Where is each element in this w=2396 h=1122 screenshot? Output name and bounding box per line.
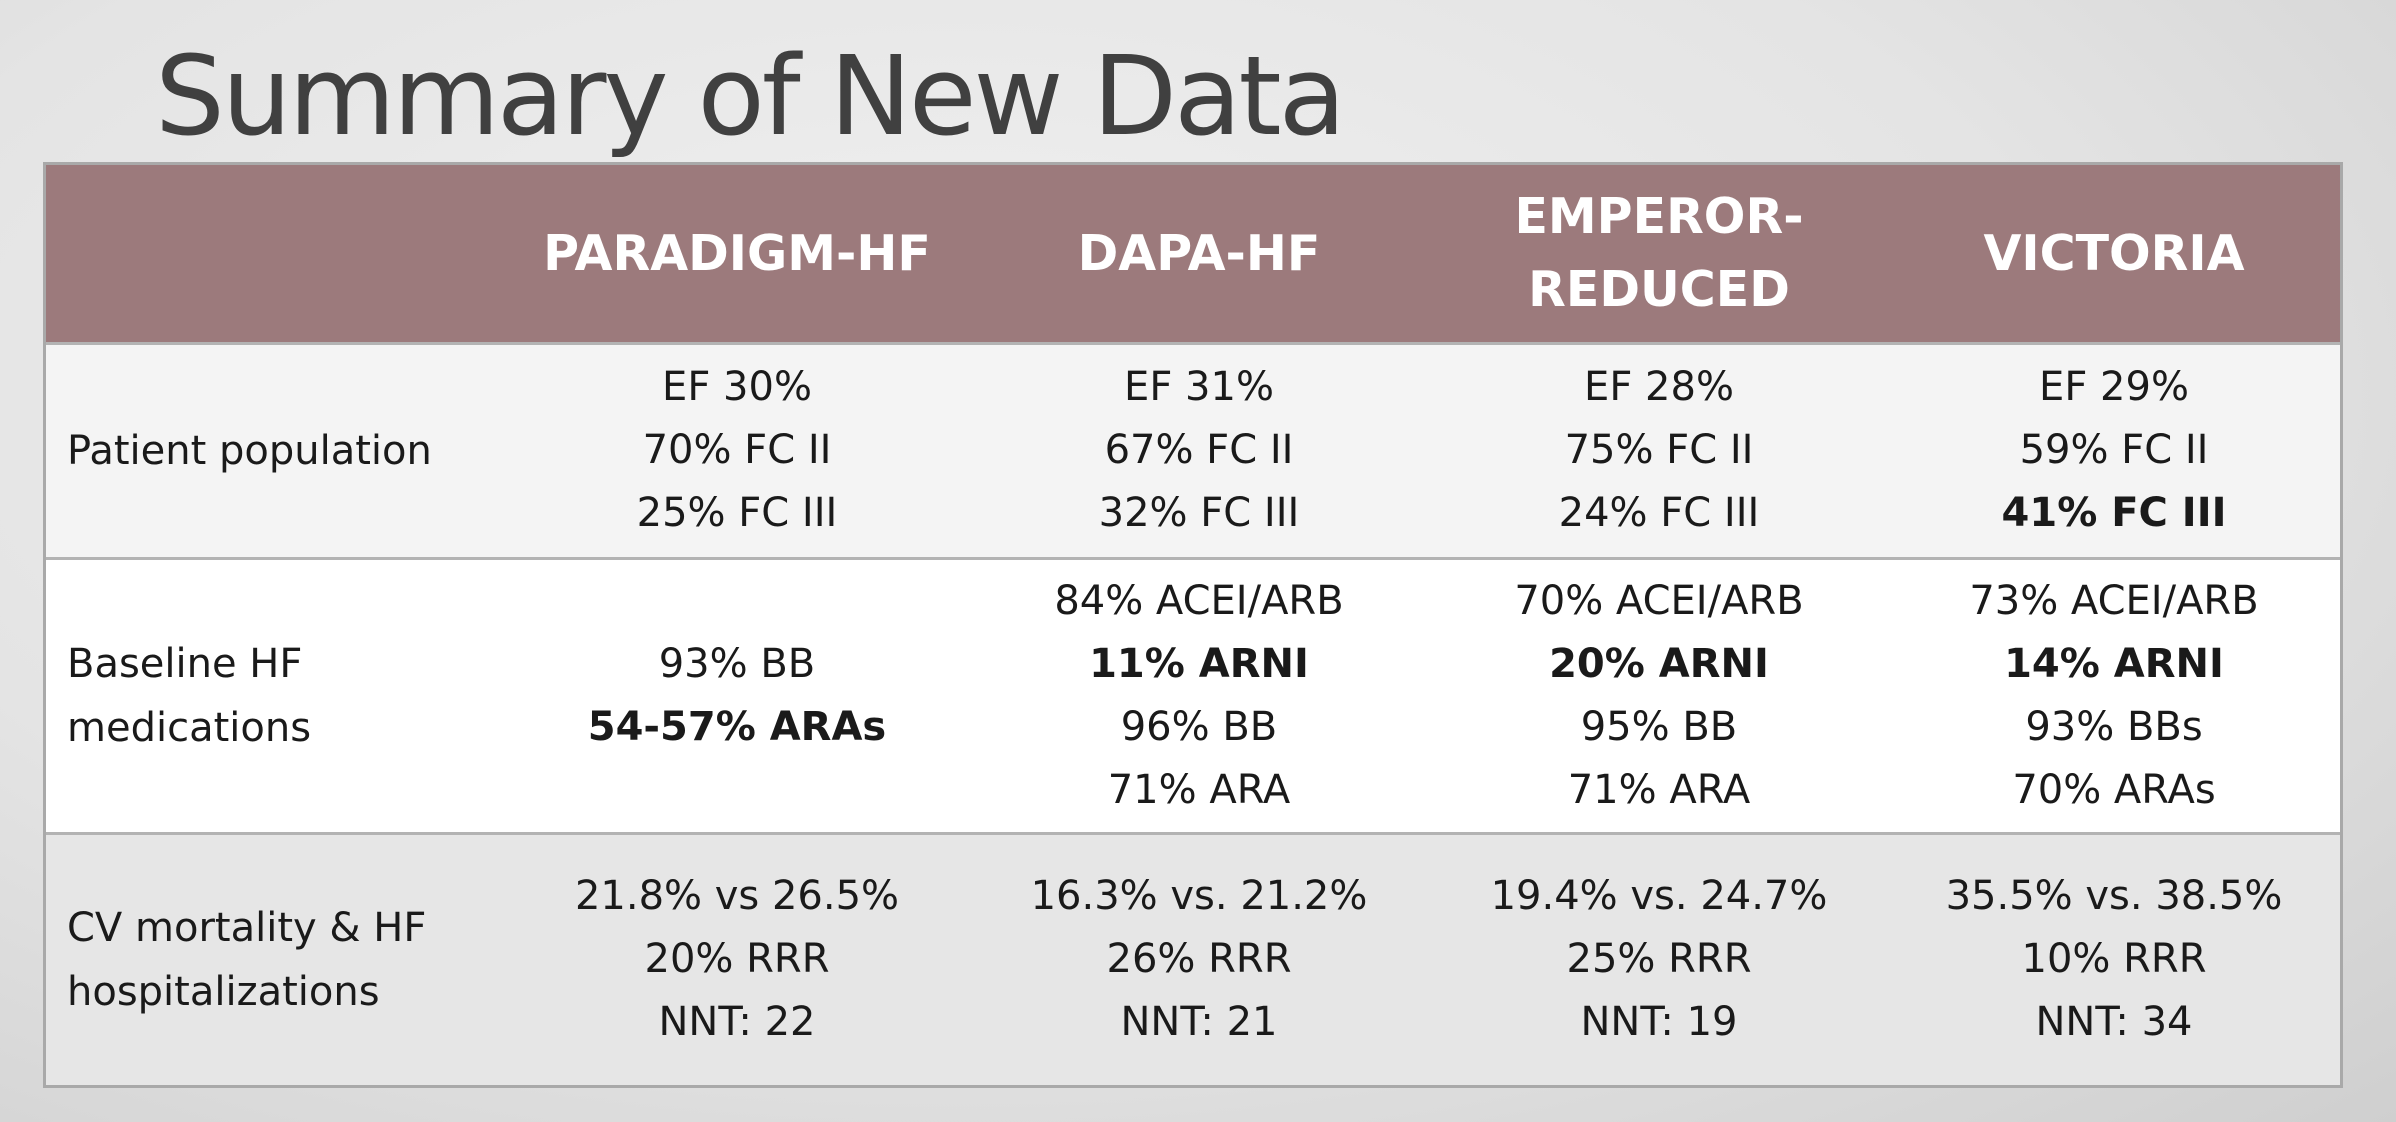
table-row-patient-population: Patient population EF 30% 70% FC II 25% … (46, 341, 2340, 558)
cell-line: 25% FC III (636, 490, 838, 536)
cell-line: EF 29% (2039, 364, 2189, 410)
slide-title: Summary of New Data (155, 32, 1346, 160)
cell-line: 84% ACEI/ARB (1054, 577, 1344, 624)
table-cell: 16.3% vs. 21.2% 26% RRR NNT: 21 (968, 831, 1430, 1085)
cell-line-bold: 20% ARNI (1549, 640, 1769, 687)
table-cell: EF 31% 67% FC II 32% FC III (968, 341, 1430, 558)
cell-line-bold: 14% ARNI (2004, 640, 2224, 687)
cell-line: 32% FC III (1098, 490, 1300, 536)
cell-line: EF 31% (1124, 364, 1274, 410)
cell-line: 16.3% vs. 21.2% (1030, 873, 1368, 920)
cell-line: 70% ARAs (2012, 766, 2216, 813)
cell-line: 20% RRR (644, 936, 830, 983)
cell-line: 26% RRR (1106, 936, 1292, 983)
header-emperor-reduced: EMPEROR- REDUCED (1514, 188, 1804, 319)
cell-line-bold: 11% ARNI (1089, 640, 1309, 687)
cell-line: 25% RRR (1566, 936, 1752, 983)
table-cell: EF 29% 59% FC II 41% FC III (1888, 341, 2340, 558)
cell-line: 93% BBs (2025, 703, 2203, 750)
table-row-cv-mortality: CV mortality & HF hospitalizations 21.8%… (46, 831, 2340, 1085)
cell-line: NNT: 34 (2035, 999, 2193, 1046)
cell-line: NNT: 19 (1580, 999, 1738, 1046)
cell-line: 96% BB (1120, 703, 1278, 750)
cell-line: 93% BB (658, 640, 816, 687)
table-cell: EF 30% 70% FC II 25% FC III (506, 341, 968, 558)
cell-line: 35.5% vs. 38.5% (1945, 873, 2283, 920)
header-row: PARADIGM-HF DAPA-HF EMPEROR- REDUCED VIC… (46, 165, 2340, 343)
cell-line: 71% ARA (1567, 766, 1751, 813)
cell-line: 71% ARA (1107, 766, 1291, 813)
cell-line-bold: 41% FC III (2001, 490, 2227, 536)
table-cell: 21.8% vs 26.5% 20% RRR NNT: 22 (506, 831, 968, 1085)
cell-line: 70% FC II (642, 427, 832, 473)
table-cell: 84% ACEI/ARB 11% ARNI 96% BB 71% ARA (968, 556, 1430, 833)
cell-line: 21.8% vs 26.5% (574, 873, 900, 920)
row-label: Patient population (46, 341, 506, 558)
row-label: Baseline HF medications (46, 556, 506, 833)
cell-line: 95% BB (1580, 703, 1738, 750)
table-cell: EF 28% 75% FC II 24% FC III (1430, 341, 1888, 558)
cell-line: 70% ACEI/ARB (1514, 577, 1804, 624)
cell-line: 67% FC II (1104, 427, 1294, 473)
cell-line: 73% ACEI/ARB (1969, 577, 2259, 624)
summary-table: PARADIGM-HF DAPA-HF EMPEROR- REDUCED VIC… (46, 165, 2340, 1085)
header-victoria: VICTORIA (1983, 224, 2245, 282)
cell-line: EF 30% (662, 364, 812, 410)
cell-line: NNT: 21 (1120, 999, 1278, 1046)
cell-line: 24% FC III (1558, 490, 1760, 536)
cell-line: 10% RRR (2021, 936, 2207, 983)
header-empty (46, 165, 506, 343)
cell-line-bold: 54-57% ARAs (587, 703, 887, 750)
cell-line: 19.4% vs. 24.7% (1490, 873, 1828, 920)
table-cell: 70% ACEI/ARB 20% ARNI 95% BB 71% ARA (1430, 556, 1888, 833)
cell-line: NNT: 22 (658, 999, 816, 1046)
row-label: CV mortality & HF hospitalizations (46, 831, 506, 1085)
cell-line: 59% FC II (2019, 427, 2209, 473)
cell-line: 75% FC II (1564, 427, 1754, 473)
table-cell: 73% ACEI/ARB 14% ARNI 93% BBs 70% ARAs (1888, 556, 2340, 833)
table-row-baseline-medications: Baseline HF medications 93% BB 54-57% AR… (46, 556, 2340, 833)
table-cell: 93% BB 54-57% ARAs (506, 556, 968, 833)
table-cell: 35.5% vs. 38.5% 10% RRR NNT: 34 (1888, 831, 2340, 1085)
table-cell: 19.4% vs. 24.7% 25% RRR NNT: 19 (1430, 831, 1888, 1085)
cell-line: EF 28% (1584, 364, 1734, 410)
header-dapa-hf: DAPA-HF (1077, 224, 1321, 282)
header-paradigm-hf: PARADIGM-HF (543, 224, 931, 282)
